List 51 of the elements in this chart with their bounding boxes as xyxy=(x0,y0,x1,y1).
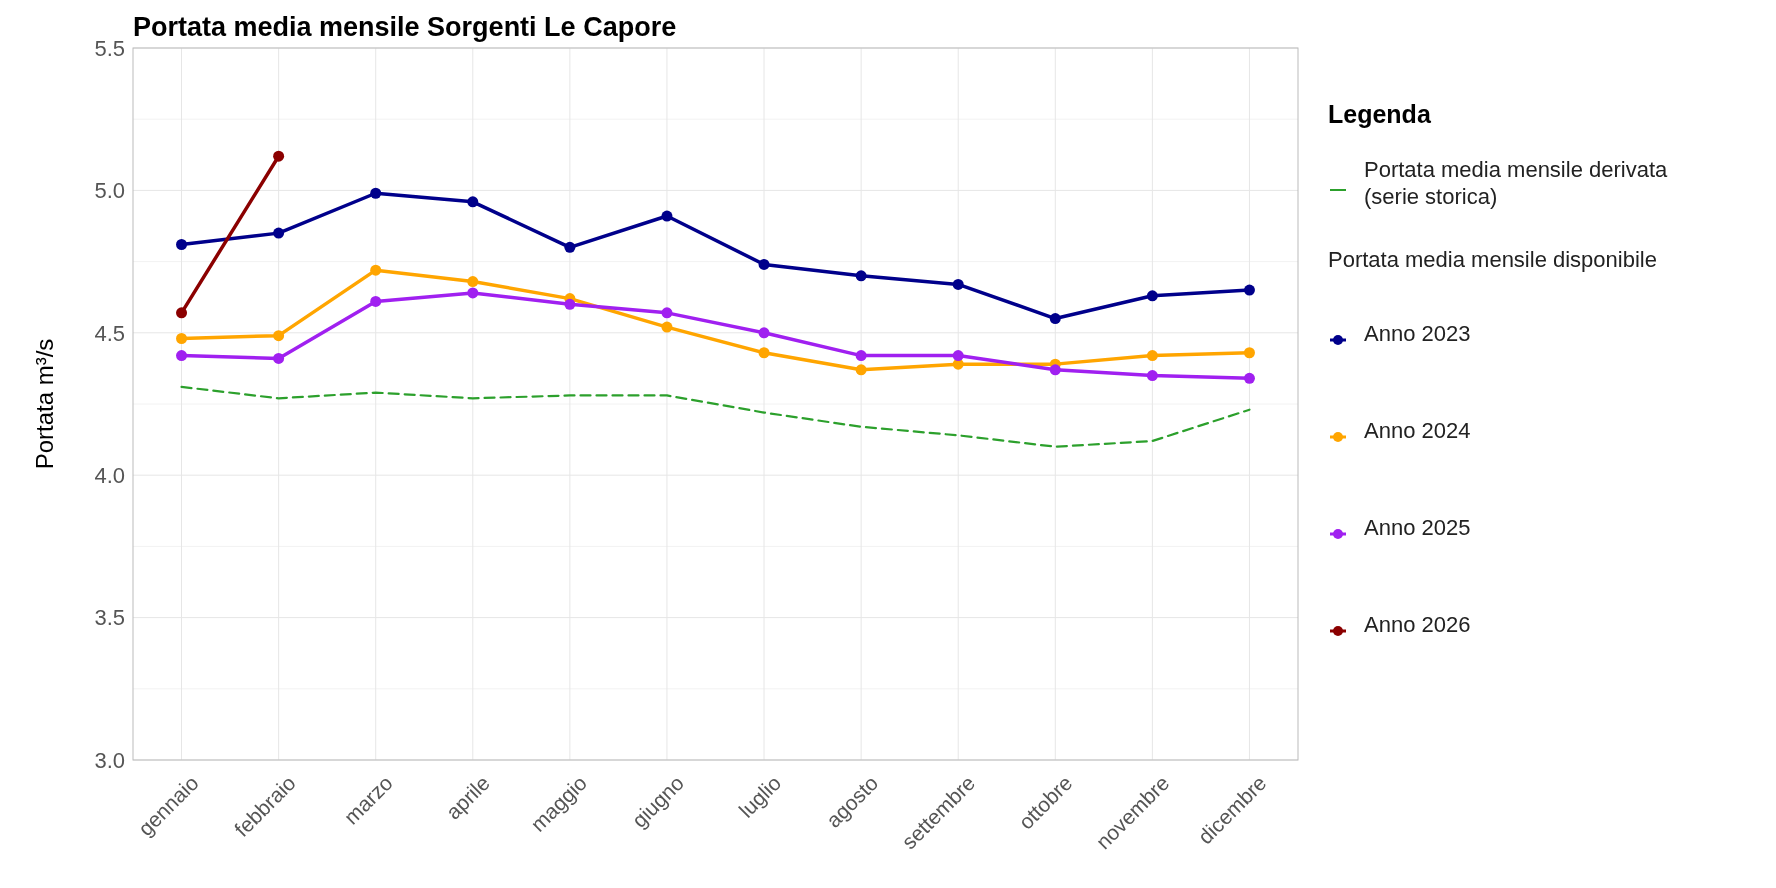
point xyxy=(273,227,285,239)
text: Portata media mensile disponibile xyxy=(1328,247,1657,272)
y-tick-label: 3.0 xyxy=(94,747,125,773)
y-tick-label: 5.5 xyxy=(94,35,125,61)
y-tick-label: 3.5 xyxy=(94,605,125,631)
chart-title: Portata media mensile Sorgenti Le Capore xyxy=(133,12,677,42)
y-tick-label: 4.5 xyxy=(94,320,125,346)
point xyxy=(758,258,770,270)
point xyxy=(855,270,867,282)
point xyxy=(176,239,188,251)
y-axis-title: Portata m³/s xyxy=(31,338,58,470)
point xyxy=(952,278,964,290)
legend-label: Anno 2023 xyxy=(1364,321,1471,346)
point xyxy=(1146,370,1158,382)
point xyxy=(1049,364,1061,376)
point xyxy=(370,295,382,307)
point xyxy=(370,187,382,199)
point xyxy=(273,150,285,162)
point xyxy=(1049,313,1061,325)
point xyxy=(176,333,188,344)
legend-label: Portata media mensile derivata (serie storica) xyxy=(1364,157,1669,209)
point xyxy=(661,321,673,333)
point xyxy=(1146,290,1158,302)
point xyxy=(467,287,479,299)
point xyxy=(661,307,673,319)
point xyxy=(467,276,479,288)
legend-title: Legenda xyxy=(1328,100,1432,128)
point xyxy=(564,298,576,310)
point xyxy=(1146,350,1158,362)
point xyxy=(1243,372,1255,384)
y-tick-label: 4.0 xyxy=(94,462,125,488)
point xyxy=(1243,347,1255,359)
point xyxy=(758,327,770,339)
point xyxy=(855,350,867,362)
point xyxy=(273,352,285,364)
point xyxy=(1243,284,1255,296)
line-series xyxy=(180,385,1251,448)
point xyxy=(273,330,285,342)
y-tick-label: 5.0 xyxy=(94,178,125,204)
legend-label: Anno 2024 xyxy=(1364,418,1471,443)
point xyxy=(176,350,188,362)
point xyxy=(661,210,673,222)
point xyxy=(952,350,964,362)
point xyxy=(758,347,770,359)
legend-label: Anno 2025 xyxy=(1364,515,1471,540)
point xyxy=(176,307,188,319)
point xyxy=(467,196,479,208)
point xyxy=(564,241,576,253)
point xyxy=(370,264,382,276)
legend-label: Anno 2026 xyxy=(1364,612,1471,637)
point xyxy=(855,364,867,376)
